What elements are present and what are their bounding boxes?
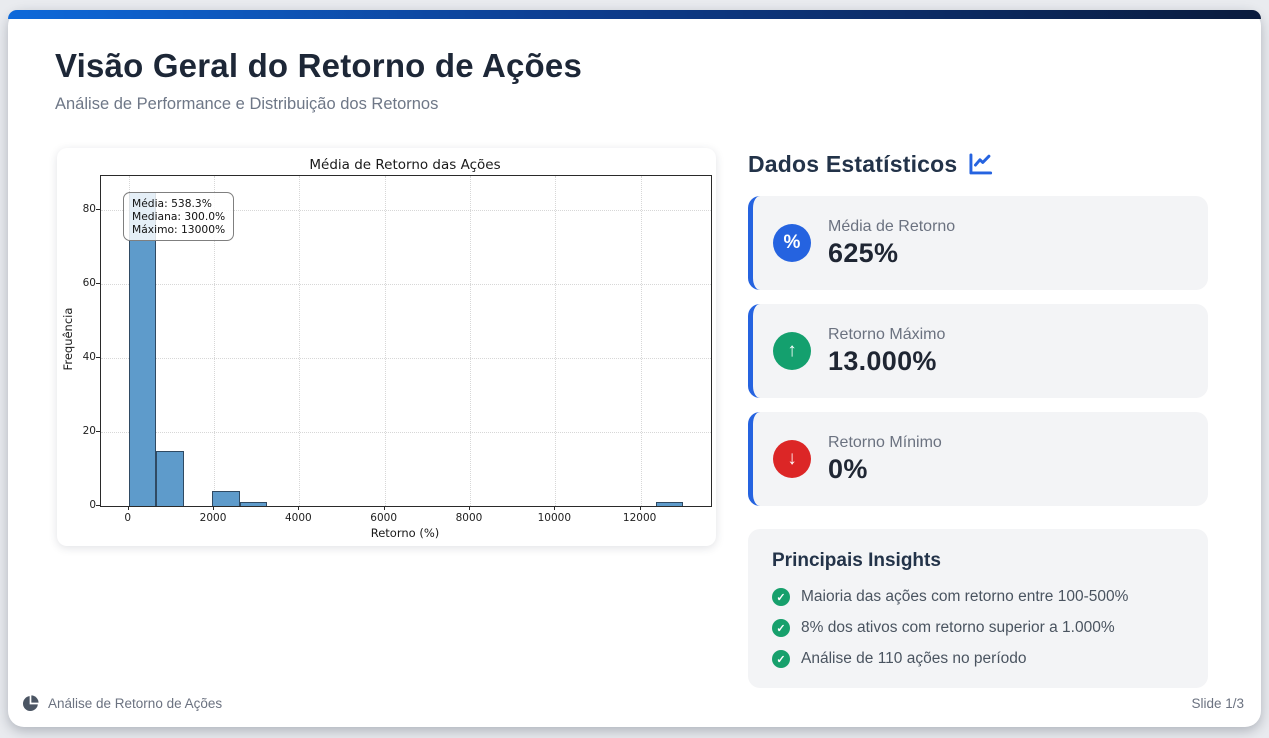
slide-header: Visão Geral do Retorno de Ações Análise …	[55, 46, 582, 114]
stat-value: 625%	[828, 237, 899, 268]
stats-heading: Dados Estatísticos	[748, 151, 958, 177]
x-tick-label: 10000	[537, 512, 571, 524]
stat-label: Retorno Máximo	[828, 325, 946, 343]
arrow-up-icon: ↑	[773, 332, 811, 370]
stat-card-media-retorno: % Média de Retorno 625%	[748, 196, 1208, 290]
stats-heading-row: Dados Estatísticos	[748, 151, 1208, 178]
stat-value: 13.000%	[828, 345, 937, 376]
x-tick-label: 6000	[370, 512, 398, 524]
pie-chart-icon	[22, 694, 39, 712]
insight-text: 8% dos ativos com retorno superior a 1.0…	[801, 619, 1115, 636]
y-tick-label: 0	[89, 499, 96, 511]
check-circle-icon: ✓	[772, 619, 790, 637]
insight-item: ✓ Análise de 110 ações no período	[772, 650, 1184, 668]
footer-left: Análise de Retorno de Ações	[22, 694, 223, 712]
footer-caption: Análise de Retorno de Ações	[48, 695, 223, 711]
slide-card: Visão Geral do Retorno de Ações Análise …	[8, 10, 1261, 727]
insight-text: Maioria das ações com retorno entre 100-…	[801, 588, 1129, 605]
arrow-up-glyph: ↑	[787, 340, 797, 361]
check-glyph: ✓	[776, 622, 786, 635]
histogram-bar	[156, 450, 185, 506]
annotation-mediana: Mediana: 300.0%	[132, 210, 226, 223]
stat-label: Retorno Mínimo	[828, 433, 942, 451]
top-accent-bar	[8, 10, 1261, 19]
histogram-bar	[239, 502, 268, 506]
annotation-maximo: Máximo: 13000%	[132, 223, 226, 236]
stats-column: Dados Estatísticos % Média de Retorno 62…	[748, 151, 1208, 688]
histogram-bar	[655, 502, 684, 506]
stat-value: 0%	[828, 453, 868, 484]
x-axis-label: Retorno (%)	[370, 526, 440, 540]
x-tick-label: 12000	[622, 512, 657, 524]
slide-footer: Análise de Retorno de Ações Slide 1/3	[22, 693, 1244, 713]
histogram-bar	[128, 191, 157, 506]
check-circle-icon: ✓	[772, 588, 790, 606]
arrow-down-glyph: ↓	[787, 448, 797, 469]
chart-annotation-box: Média: 538.3% Mediana: 300.0% Máximo: 13…	[123, 192, 235, 241]
x-tick-label: 8000	[455, 512, 483, 524]
y-axis-label: Frequência	[61, 307, 75, 371]
stat-card-retorno-minimo: ↓ Retorno Mínimo 0%	[748, 412, 1208, 506]
insights-title: Principais Insights	[772, 550, 941, 571]
histogram-plot-area: Média: 538.3% Mediana: 300.0% Máximo: 13…	[100, 175, 712, 507]
histogram-bar	[211, 491, 240, 506]
x-tick-label: 2000	[199, 512, 227, 524]
check-glyph: ✓	[776, 591, 786, 604]
page-subtitle: Análise de Performance e Distribuição do…	[55, 95, 439, 113]
slide-counter: Slide 1/3	[1191, 695, 1244, 711]
percent-icon: %	[773, 224, 811, 262]
y-tick-label: 80	[82, 203, 96, 216]
annotation-media: Média: 538.3%	[132, 197, 212, 210]
line-chart-icon	[967, 152, 994, 177]
y-tick-label: 60	[82, 277, 96, 290]
insight-item: ✓ 8% dos ativos com retorno superior a 1…	[772, 619, 1184, 637]
percent-glyph: %	[783, 232, 801, 253]
stat-label: Média de Retorno	[828, 217, 956, 235]
stat-cards: % Média de Retorno 625% ↑ Retorno Máximo…	[748, 196, 1208, 506]
x-tick-label: 4000	[284, 512, 312, 524]
check-glyph: ✓	[776, 653, 786, 666]
chart-title: Média de Retorno das Ações	[309, 157, 501, 173]
check-circle-icon: ✓	[772, 650, 790, 668]
stat-card-retorno-maximo: ↑ Retorno Máximo 13.000%	[748, 304, 1208, 398]
histogram-panel: Média de Retorno das Ações Média: 538.3%…	[57, 148, 716, 546]
x-tick-label: 0	[124, 512, 132, 524]
arrow-down-icon: ↓	[773, 440, 811, 478]
page-title: Visão Geral do Retorno de Ações	[55, 47, 583, 84]
insights-panel: Principais Insights ✓ Maioria das ações …	[748, 529, 1208, 688]
y-tick-label: 40	[82, 351, 96, 364]
insight-text: Análise de 110 ações no período	[801, 650, 1027, 667]
y-tick-label: 20	[82, 425, 96, 438]
insight-item: ✓ Maioria das ações com retorno entre 10…	[772, 588, 1184, 606]
